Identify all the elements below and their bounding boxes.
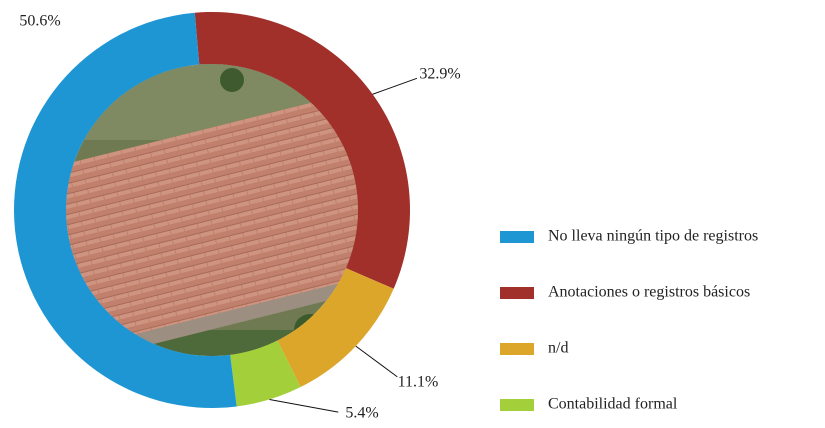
legend-swatch <box>500 343 534 355</box>
donut-slice <box>14 12 237 408</box>
data-label: 50.6% <box>19 13 60 30</box>
leader-line <box>269 398 339 413</box>
data-label: 32.9% <box>419 66 460 83</box>
legend-swatch <box>500 287 534 299</box>
legend-swatch <box>500 399 534 411</box>
legend-label: n/d <box>548 340 568 357</box>
legend-label: Contabilidad formal <box>548 396 678 413</box>
donut-slice <box>230 340 301 407</box>
donut-slice <box>277 268 394 388</box>
legend-label: No lleva ningún tipo de registros <box>548 228 758 245</box>
leader-line <box>355 345 398 378</box>
legend-label: Anotaciones o registros básicos <box>548 284 750 301</box>
donut-slice <box>194 12 410 289</box>
data-label: 5.4% <box>345 405 378 422</box>
data-label: 11.1% <box>398 374 439 391</box>
leader-line <box>372 77 418 95</box>
legend-swatch <box>500 231 534 243</box>
